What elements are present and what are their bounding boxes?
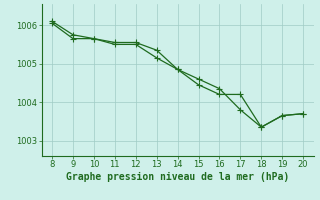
X-axis label: Graphe pression niveau de la mer (hPa): Graphe pression niveau de la mer (hPa) bbox=[66, 172, 289, 182]
